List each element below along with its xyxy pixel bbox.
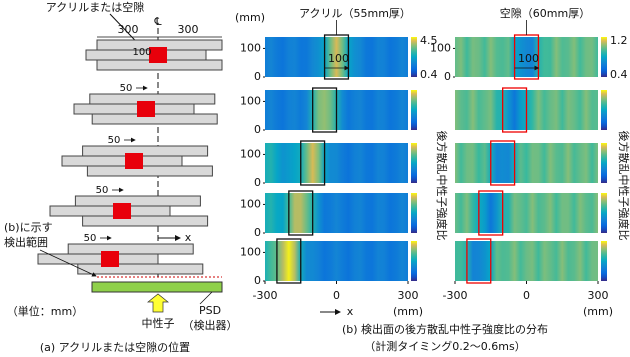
defect-marker — [288, 190, 314, 236]
colorbar-max: 4.5 — [420, 34, 438, 47]
colorbar-label: 後方散乱中性子強度比 — [617, 131, 630, 241]
column-title: アクリル（55mm厚） — [299, 7, 411, 20]
heatmap — [455, 193, 598, 233]
y-tick-label: 0 — [254, 123, 261, 136]
plate — [49, 205, 171, 217]
x-tick-label: 0 — [523, 289, 530, 302]
heatmap — [265, 193, 408, 233]
x-label: x — [347, 305, 354, 318]
colorbar — [411, 241, 417, 281]
neutron-arrow — [147, 293, 169, 313]
plate — [77, 263, 204, 275]
defect-marker — [478, 190, 504, 236]
x-tick-label: 300 — [588, 289, 609, 302]
detector-label: （検出器） — [183, 318, 238, 332]
colorbar-max: 1.2 — [610, 34, 628, 47]
y-tick-label: 100 — [240, 197, 261, 210]
y-tick-label: 0 — [254, 70, 261, 83]
dim-right: 300 — [178, 23, 199, 36]
heatmap — [265, 143, 408, 183]
plate — [37, 253, 159, 265]
colorbar — [411, 143, 417, 183]
x-tick-label: 0 — [333, 289, 340, 302]
colorbar — [601, 90, 607, 130]
dim-first: 100 — [132, 47, 151, 58]
heatmap — [265, 37, 408, 77]
caption-b: (b) 検出面の後方散乱中性子強度比の分布 — [342, 322, 548, 336]
defect-marker — [312, 87, 338, 133]
plate — [61, 155, 183, 167]
range-note: 検出範囲 — [4, 235, 48, 249]
detector-pointer — [199, 291, 213, 305]
defect-block — [149, 47, 167, 63]
unit: （単位：mm） — [7, 304, 83, 318]
x-unit: (mm) — [393, 305, 423, 318]
heatmap — [265, 241, 408, 281]
y-tick-label: 0 — [254, 226, 261, 239]
x-label: x — [185, 231, 192, 244]
y-tick-label: 0 — [254, 176, 261, 189]
defect-block — [137, 101, 155, 117]
heatmap — [455, 143, 598, 183]
y-unit: (mm) — [235, 11, 265, 24]
colorbar — [601, 193, 607, 233]
x-tick-label: 300 — [398, 289, 419, 302]
range-note: (b)に示す — [4, 221, 53, 234]
heatmap — [455, 37, 598, 77]
y-tick-label: 100 — [430, 41, 451, 54]
defect-block — [125, 153, 143, 169]
range-pointer — [39, 249, 97, 277]
colorbar — [411, 37, 417, 77]
centerline-symbol: ℄ — [153, 15, 161, 28]
offset-label: 50 — [96, 185, 109, 196]
colorbar — [601, 241, 607, 281]
plate — [74, 195, 201, 207]
plate — [82, 215, 209, 227]
dim-left: 300 — [118, 23, 139, 36]
y-tick-label: 100 — [240, 245, 261, 258]
defect-marker — [300, 140, 326, 186]
plate — [67, 243, 194, 255]
colorbar — [411, 193, 417, 233]
colorbar-min: 0.4 — [610, 68, 628, 81]
colorbar-label: 後方散乱中性子強度比 — [435, 131, 449, 241]
source: 中性子 — [142, 316, 175, 330]
defect-marker — [276, 238, 302, 284]
y-tick-label: 100 — [240, 94, 261, 107]
offset-label: 50 — [84, 233, 97, 244]
x-tick-label: -300 — [443, 289, 468, 302]
width-label: 100 — [518, 52, 539, 65]
plate — [82, 145, 209, 157]
y-tick-label: 100 — [240, 147, 261, 160]
y-tick-label: 100 — [240, 41, 261, 54]
defect-block — [113, 203, 131, 219]
defect-marker — [490, 140, 516, 186]
caption-b: （計測タイミング0.2〜0.6ms） — [364, 339, 525, 353]
column-title: 空隙（60mm厚） — [500, 6, 590, 20]
y-tick-label: 0 — [254, 274, 261, 287]
colorbar-min: 0.4 — [420, 68, 438, 81]
label-top: アクリルまたは空隙 — [46, 0, 144, 14]
plate — [73, 103, 195, 115]
detector-label: PSD — [199, 304, 221, 317]
defect-block — [101, 251, 119, 267]
offset-label: 50 — [120, 83, 133, 94]
offset-label: 50 — [108, 135, 121, 146]
caption-a: (a) アクリルまたは空隙の位置 — [40, 340, 190, 354]
detector — [91, 281, 223, 293]
plate — [86, 165, 213, 177]
width-label: 100 — [328, 52, 349, 65]
x-unit: (mm) — [583, 305, 613, 318]
colorbar — [411, 90, 417, 130]
y-tick-label: 0 — [444, 70, 451, 83]
colorbar — [601, 37, 607, 77]
defect-marker — [502, 87, 528, 133]
colorbar — [601, 143, 607, 183]
x-tick-label: -300 — [253, 289, 278, 302]
heatmap — [455, 241, 598, 281]
defect-marker — [466, 238, 492, 284]
